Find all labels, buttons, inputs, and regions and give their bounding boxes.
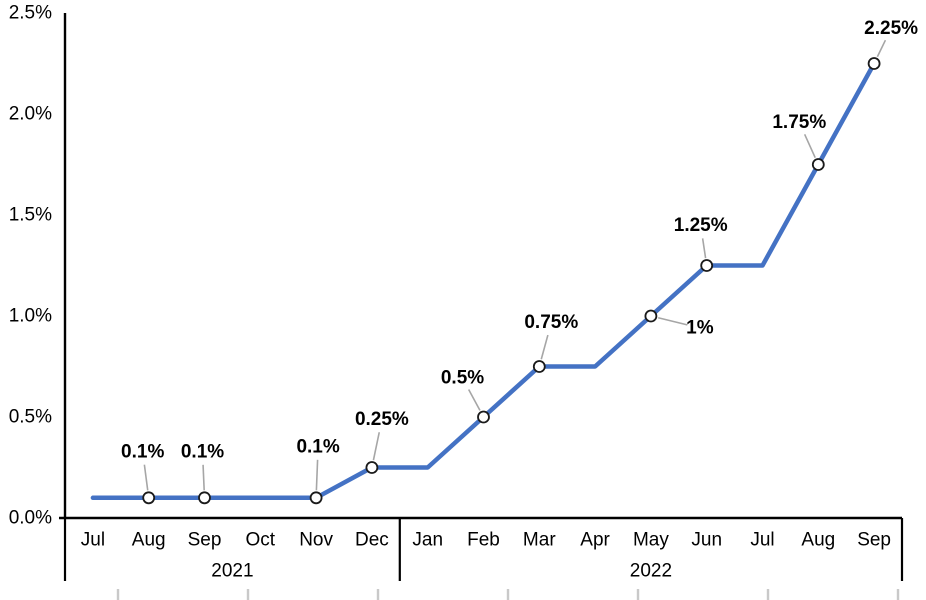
data-point-marker	[365, 461, 379, 474]
data-label: 0.1%	[296, 436, 339, 457]
label-leader-line	[143, 464, 149, 491]
data-point-marker	[309, 491, 323, 505]
label-leader-line	[315, 459, 319, 491]
x-tick-label: Sep	[857, 530, 891, 551]
x-tick-label: Feb	[467, 530, 500, 551]
data-point-marker	[142, 491, 156, 505]
data-point-marker	[198, 491, 211, 505]
year-label: 2022	[630, 561, 672, 582]
x-tick-label: Jul	[750, 530, 774, 551]
data-label: 0.1%	[181, 441, 224, 462]
x-tick-label: May	[633, 530, 669, 551]
y-tick-label: 0.5%	[9, 407, 52, 428]
y-tick-label: 1.5%	[9, 205, 52, 226]
data-point-marker	[532, 360, 546, 373]
data-label: 1.25%	[674, 215, 728, 236]
x-tick-label: Jul	[81, 530, 105, 551]
data-label: 1.75%	[772, 112, 826, 133]
data-label: 0.1%	[121, 441, 164, 462]
data-point-marker	[700, 259, 714, 272]
label-leader-line	[540, 334, 549, 360]
data-label: 2.25%	[864, 18, 918, 39]
label-leader-line	[657, 317, 688, 326]
data-point-marker	[644, 309, 658, 323]
year-label: 2021	[211, 561, 253, 582]
y-tick-label: 2.0%	[9, 104, 52, 125]
x-tick-label: Jun	[691, 530, 722, 551]
x-tick-label: Aug	[801, 530, 835, 551]
label-leader-line	[202, 464, 205, 491]
label-leader-line	[803, 134, 816, 158]
data-point-marker	[811, 158, 825, 171]
label-leader-line	[876, 39, 887, 58]
rate-line	[90, 61, 877, 501]
data-label: 0.75%	[524, 312, 578, 333]
data-label: 1%	[686, 318, 714, 339]
y-tick-label: 1.0%	[9, 306, 52, 327]
data-label: 0.25%	[355, 409, 409, 430]
x-tick-label: Nov	[299, 530, 333, 551]
label-leader-line	[701, 238, 707, 259]
x-tick-label: Dec	[355, 530, 389, 551]
x-tick-label: Sep	[188, 530, 222, 551]
y-tick-label: 2.5%	[9, 3, 52, 24]
label-leader-line	[467, 389, 481, 411]
x-tick-label: Mar	[523, 530, 556, 551]
data-point-marker	[477, 410, 490, 424]
label-leader-line	[372, 432, 381, 461]
data-point-marker	[867, 57, 881, 70]
x-tick-label: Oct	[246, 530, 276, 551]
x-tick-label: Jan	[412, 530, 443, 551]
x-tick-label: Aug	[132, 530, 166, 551]
data-label: 0.5%	[441, 368, 484, 389]
x-tick-label: Apr	[580, 530, 610, 551]
y-tick-label: 0.0%	[9, 508, 52, 529]
